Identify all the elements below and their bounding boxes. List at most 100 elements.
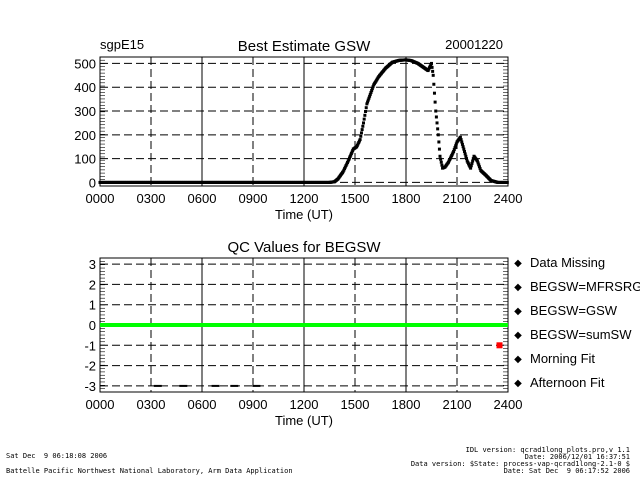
- data-point: [342, 168, 346, 172]
- data-point: [431, 69, 435, 73]
- data-point: [496, 342, 503, 349]
- data-point: [362, 121, 365, 125]
- footer-idl-date: Date: 2006/12/01 16:37:51: [524, 453, 630, 461]
- y-tick-label: 2: [89, 277, 96, 292]
- data-point: [459, 138, 463, 142]
- data-point: [478, 167, 482, 171]
- data-point: [368, 94, 372, 98]
- footer-idl-version: IDL version: qcrad1long_plots.pro,v 1.1: [465, 446, 630, 454]
- data-point: [366, 98, 370, 102]
- data-point: [367, 96, 371, 100]
- data-point: [437, 147, 441, 151]
- y-tick-label: -2: [84, 359, 96, 374]
- data-point: [458, 135, 462, 139]
- data-point: [230, 384, 239, 387]
- legend-marker-icon: ◆: [514, 330, 522, 341]
- y-tick-label: 1: [89, 298, 96, 313]
- data-point: [471, 159, 475, 163]
- legend-label: Morning Fit: [530, 351, 595, 366]
- legend-marker-icon: ◆: [514, 354, 522, 365]
- y-tick-label: 300: [74, 104, 96, 119]
- x-tick-label: 0900: [239, 397, 268, 412]
- data-point: [370, 89, 374, 93]
- data-point: [432, 82, 436, 86]
- data-point: [452, 149, 456, 153]
- data-point: [179, 384, 188, 387]
- data-point: [464, 154, 468, 158]
- data-point: [433, 100, 437, 104]
- data-point: [365, 102, 369, 106]
- footer-date: Sat Dec 9 06:18:08 2006: [6, 452, 108, 460]
- data-point: [430, 65, 434, 69]
- x-tick-label: 0300: [137, 397, 166, 412]
- x-tick-label: 2100: [443, 397, 472, 412]
- data-point: [343, 167, 347, 171]
- y-tick-label: 500: [74, 56, 96, 71]
- data-point: [362, 117, 366, 121]
- data-point: [431, 73, 435, 77]
- y-tick-label: 3: [89, 257, 96, 272]
- data-point: [454, 142, 458, 146]
- x-axis-label: Time (UT): [275, 207, 333, 222]
- x-tick-label: 0600: [188, 397, 217, 412]
- chart-title: Best Estimate GSW: [238, 38, 371, 55]
- x-tick-label: 0900: [239, 191, 268, 206]
- data-point: [366, 100, 370, 104]
- chart-title: QC Values for BEGSW: [227, 239, 381, 256]
- x-tick-label: 0300: [137, 191, 166, 206]
- x-tick-label: 1500: [341, 191, 370, 206]
- data-point: [364, 106, 368, 110]
- legend-label: BEGSW=sumSW: [530, 327, 632, 342]
- data-point: [363, 113, 367, 117]
- data-point: [462, 147, 466, 151]
- data-point: [359, 131, 363, 135]
- legend-label: Data Missing: [530, 255, 605, 270]
- x-tick-label: 1800: [392, 191, 421, 206]
- data-point: [434, 109, 438, 113]
- data-point: [505, 180, 509, 184]
- data-point: [364, 110, 368, 114]
- data-point: [439, 157, 443, 161]
- data-point: [344, 164, 348, 168]
- data-point: [430, 61, 433, 65]
- y-tick-label: 200: [74, 128, 96, 143]
- data-point: [463, 152, 467, 156]
- data-point: [360, 128, 364, 132]
- data-point: [435, 121, 439, 125]
- data-point: [469, 164, 473, 168]
- data-point: [475, 159, 479, 163]
- plot-frame: [99, 56, 509, 187]
- data-point: [252, 384, 261, 387]
- legend-label: Afternoon Fit: [530, 375, 605, 390]
- legend-marker-icon: ◆: [514, 378, 522, 389]
- data-point: [369, 90, 373, 94]
- x-tick-label: 1500: [341, 397, 370, 412]
- data-point: [460, 142, 464, 146]
- legend-label: BEGSW=MFRSRG: [530, 279, 640, 294]
- y-tick-label: 0: [89, 318, 96, 333]
- x-tick-label: 1200: [290, 191, 319, 206]
- data-point: [361, 124, 365, 128]
- y-tick-label: 400: [74, 80, 96, 95]
- y-tick-label: -3: [84, 379, 96, 394]
- data-point: [438, 154, 442, 158]
- y-tick-label: 0: [89, 175, 96, 190]
- data-point: [368, 92, 372, 96]
- data-point: [439, 160, 443, 164]
- legend-marker-icon: ◆: [514, 258, 522, 269]
- data-point: [477, 165, 481, 169]
- data-point: [454, 144, 458, 148]
- data-point: [345, 161, 349, 165]
- date-label: 20001220: [445, 37, 503, 52]
- data-point: [436, 133, 440, 137]
- data-point: [462, 149, 466, 153]
- footer-org: Battelle Pacific Northwest National Labo…: [6, 467, 293, 475]
- data-point: [370, 87, 374, 91]
- legend-marker-icon: ◆: [514, 306, 522, 317]
- data-point: [153, 384, 162, 387]
- legend-label: BEGSW=GSW: [530, 303, 618, 318]
- data-point: [452, 148, 456, 152]
- data-point: [477, 163, 481, 167]
- data-point: [358, 138, 362, 142]
